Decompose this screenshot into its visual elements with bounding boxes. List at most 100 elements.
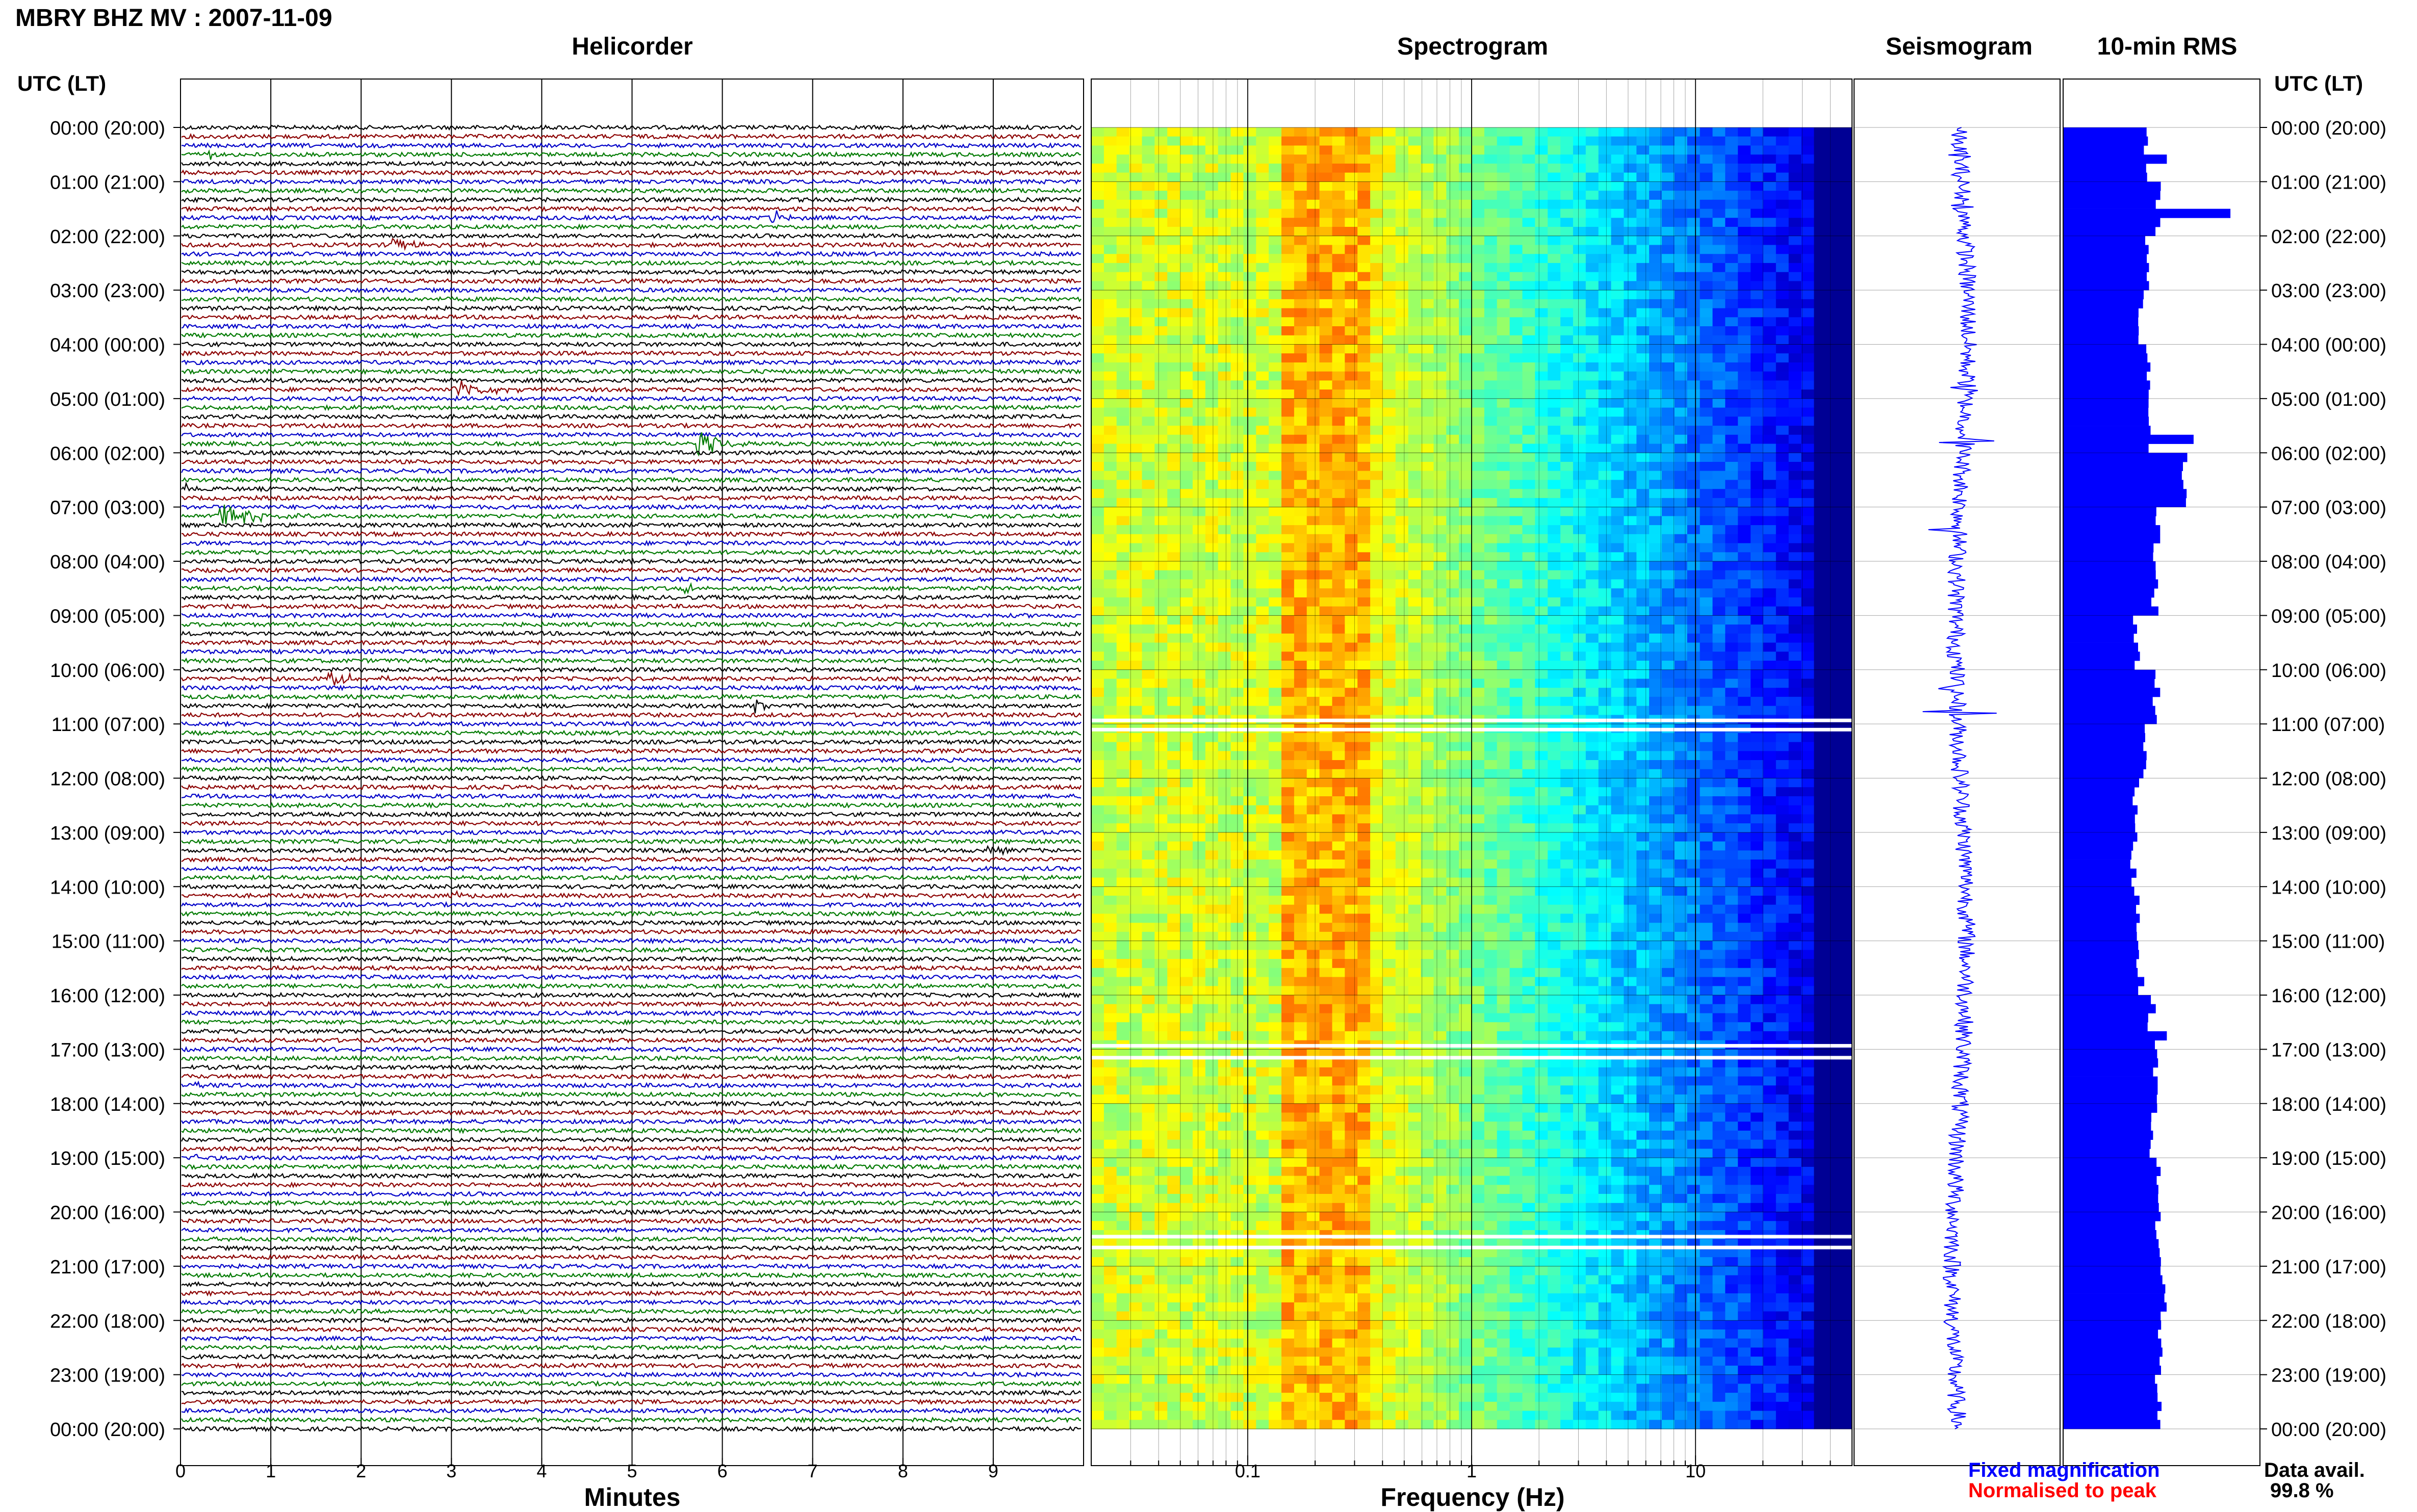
spectrogram-cell	[1205, 489, 1219, 498]
spectrogram-cell	[1154, 281, 1168, 290]
spectrogram-cell	[1129, 634, 1143, 643]
spectrogram-cell	[1484, 570, 1498, 580]
spectrogram-cell	[1814, 742, 1827, 751]
spectrogram-cell	[1433, 281, 1447, 290]
spectrogram-cell	[1560, 805, 1574, 815]
spectrogram-cell	[1421, 480, 1434, 489]
spectrogram-cell	[1269, 760, 1282, 769]
helicorder-trace	[182, 135, 1081, 139]
spectrogram-cell	[1104, 326, 1117, 335]
spectrogram-cell	[1586, 389, 1599, 399]
spectrogram-cell	[1776, 209, 1789, 218]
spectrogram-cell	[1345, 173, 1358, 182]
spectrogram-cell	[1510, 489, 1523, 498]
spectrogram-cell	[1256, 353, 1269, 362]
spectrogram-cell	[1091, 426, 1104, 435]
spectrogram-cell	[1548, 634, 1561, 643]
spectrogram-cell	[1396, 480, 1409, 489]
spectrogram-cell	[1523, 552, 1536, 561]
spectrogram-cell	[1675, 416, 1688, 426]
spectrogram-cell	[1814, 597, 1827, 607]
helicorder-trace	[182, 460, 1081, 464]
spectrogram-cell	[1117, 389, 1130, 399]
spectrogram-cell	[1548, 173, 1561, 182]
spectrogram-cell	[1167, 760, 1180, 769]
helicorder-x-ticklabel: 7	[808, 1461, 818, 1481]
spectrogram-cell	[1586, 236, 1599, 245]
spectrogram-cell	[1700, 435, 1713, 444]
spectrogram-cell	[1662, 661, 1675, 670]
spectrogram-cell	[1231, 543, 1244, 553]
spectrogram-cell	[1408, 498, 1422, 507]
spectrogram-cell	[1154, 697, 1168, 706]
spectrogram-cell	[1142, 525, 1155, 534]
helicorder-x-ticklabel: 1	[266, 1461, 276, 1481]
spectrogram-cell	[1117, 408, 1130, 417]
spectrogram-cell	[1332, 850, 1346, 859]
spectrogram-cell	[1560, 634, 1574, 643]
spectrogram-cell	[1396, 353, 1409, 362]
spectrogram-cell	[1560, 290, 1574, 299]
spectrogram-cell	[1535, 173, 1548, 182]
spectrogram-cell	[1814, 778, 1827, 788]
spectrogram-cell	[1408, 769, 1422, 778]
spectrogram-cell	[1193, 778, 1206, 788]
spectrogram-cell	[1548, 146, 1561, 155]
spectrogram-cell	[1484, 236, 1498, 245]
spectrogram-cell	[1535, 263, 1548, 272]
spectrogram-cell	[1827, 832, 1840, 842]
spectrogram-cell	[1713, 281, 1726, 290]
spectrogram-cell	[1357, 191, 1371, 200]
spectrogram-cell	[1624, 416, 1637, 426]
spectrogram-cell	[1484, 299, 1498, 308]
spectrogram-cell	[1205, 796, 1219, 805]
spectrogram-cell	[1548, 426, 1561, 435]
spectrogram-cell	[1675, 525, 1688, 534]
spectrogram-cell	[1269, 426, 1282, 435]
spectrogram-cell	[1510, 146, 1523, 155]
spectrogram-cell	[1472, 345, 1485, 354]
spectrogram-cell	[1662, 615, 1675, 624]
spectrogram-cell	[1738, 643, 1751, 652]
spectrogram-cell	[1357, 787, 1371, 796]
spectrogram-cell	[1599, 670, 1612, 679]
spectrogram-cell	[1332, 480, 1346, 489]
spectrogram-cell	[1104, 561, 1117, 570]
spectrogram-cell	[1573, 173, 1586, 182]
spectrogram-cell	[1256, 597, 1269, 607]
spectrogram-cell	[1383, 688, 1396, 697]
spectrogram-cell	[1320, 245, 1333, 254]
spectrogram-cell	[1700, 814, 1713, 823]
spectrogram-cell	[1459, 227, 1472, 236]
spectrogram-cell	[1738, 597, 1751, 607]
spectrogram-cell	[1167, 561, 1180, 570]
spectrogram-cell	[1510, 227, 1523, 236]
spectrogram-cell	[1599, 480, 1612, 489]
spectrogram-cell	[1357, 580, 1371, 589]
spectrogram-cell	[1320, 607, 1333, 616]
spectrogram-cell	[1560, 607, 1574, 616]
spectrogram-cell	[1421, 426, 1434, 435]
spectrogram-cell	[1636, 751, 1650, 760]
spectrogram-cell	[1117, 181, 1130, 191]
spectrogram-cell	[1789, 435, 1802, 444]
spectrogram-cell	[1231, 236, 1244, 245]
spectrogram-cell	[1751, 426, 1764, 435]
spectrogram-cell	[1827, 624, 1840, 634]
spectrogram-cell	[1383, 580, 1396, 589]
spectrogram-cell	[1421, 263, 1434, 272]
spectrogram-cell	[1523, 345, 1536, 354]
spectrogram-cell	[1687, 580, 1701, 589]
spectrogram-cell	[1662, 733, 1675, 742]
spectrogram-cell	[1231, 742, 1244, 751]
spectrogram-cell	[1675, 507, 1688, 516]
helicorder-trace	[182, 700, 1081, 714]
spectrogram-cell	[1636, 580, 1650, 589]
spectrogram-cell	[1117, 146, 1130, 155]
spectrogram-cell	[1129, 154, 1143, 164]
spectrogram-cell	[1611, 281, 1625, 290]
helicorder-trace	[182, 857, 1081, 862]
spectrogram-cell	[1205, 290, 1219, 299]
spectrogram-cell	[1738, 814, 1751, 823]
helicorder-trace	[182, 846, 1081, 854]
